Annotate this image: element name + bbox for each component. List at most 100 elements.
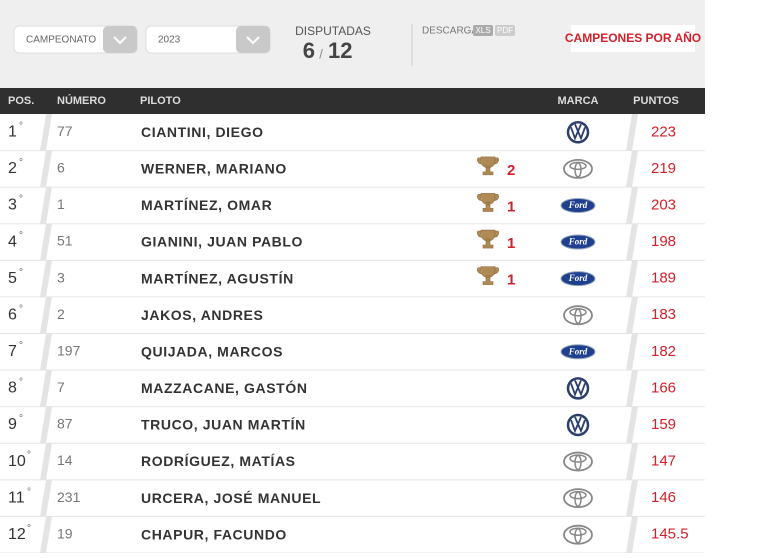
car-number: 87 — [57, 416, 73, 432]
championship-select[interactable]: CAMPEONATO — [13, 25, 138, 54]
points: 189 — [651, 270, 676, 287]
points: 166 — [651, 379, 676, 396]
ordinal-mark: ° — [19, 194, 23, 205]
points: 223 — [651, 123, 676, 140]
ordinal-mark: ° — [19, 304, 23, 315]
points: 219 — [651, 160, 676, 177]
table-row: 5 ° 3 MARTÍNEZ, AGUSTÍN 1 Ford 189 — [0, 260, 705, 298]
download-pdf[interactable]: PDF — [495, 25, 515, 36]
car-number: 51 — [57, 233, 73, 249]
row-divider — [40, 370, 52, 407]
toyota-logo — [563, 524, 593, 545]
row-divider — [40, 150, 52, 188]
row-divider — [626, 260, 638, 297]
car-number: 1 — [57, 196, 65, 212]
toyota-logo — [574, 162, 582, 178]
points: 146 — [651, 489, 676, 506]
vw-logo — [570, 416, 586, 434]
table-row: 6 ° 2 JAKOS, ANDRES 183 — [0, 296, 705, 334]
ordinal-mark: ° — [19, 267, 23, 278]
driver-name: MAZZACANE, GASTÓN — [141, 379, 308, 396]
toyota-logo — [574, 454, 582, 471]
position: 12 — [8, 526, 26, 543]
ford-logo-text: Ford — [568, 237, 588, 247]
format: XLS — [475, 26, 490, 35]
position: 7 — [8, 343, 17, 360]
car-number: 6 — [57, 160, 65, 176]
trophy-icon — [477, 266, 499, 285]
champions-button[interactable]: CAMPEONES POR AÑO — [565, 25, 701, 52]
trophy-icon — [477, 193, 499, 212]
toyota-logo — [563, 451, 593, 472]
column-header: POS. — [8, 95, 34, 107]
row-divider — [40, 223, 52, 261]
driver-name: GIANINI, JUAN PABLO — [141, 234, 303, 250]
ford-logo-text: Ford — [568, 346, 588, 356]
ford-logo-text: Ford — [568, 273, 588, 283]
win-count: 1 — [507, 235, 515, 252]
table-row: 8 ° 7 MAZZACANE, GASTÓN 166 — [0, 370, 705, 408]
column-header: NÚMERO — [57, 94, 106, 107]
ordinal-mark: ° — [27, 523, 31, 534]
position: 5 — [8, 270, 17, 287]
car-number: 3 — [57, 269, 65, 285]
download-xls[interactable]: XLS — [473, 25, 493, 36]
position: 3 — [8, 197, 17, 214]
toyota-logo — [563, 158, 593, 179]
position: 4 — [8, 233, 17, 250]
car-number: 2 — [57, 306, 65, 322]
driver-name: MARTÍNEZ, OMAR — [141, 197, 272, 213]
position: 10 — [8, 453, 26, 470]
driver-name: QUIJADA, MARCOS — [141, 343, 283, 359]
row-divider — [626, 187, 638, 224]
year-select[interactable]: 2023 — [145, 25, 271, 54]
ford-logo-text: Ford — [568, 200, 588, 210]
table-row: 4 ° 51 GIANINI, JUAN PABLO 1 Ford 198 — [0, 223, 705, 261]
table-row: 11 ° 231 URCERA, JOSÉ MANUEL 146 — [0, 479, 705, 517]
column-header: MARCA — [558, 95, 599, 107]
row-divider — [626, 443, 638, 480]
row-divider — [40, 406, 52, 444]
driver-name: TRUCO, JUAN MARTÍN — [141, 417, 306, 433]
row-divider — [626, 479, 638, 517]
table-row: 10 ° 14 RODRÍGUEZ, MATÍAS 147 — [0, 443, 705, 481]
ordinal-mark: ° — [19, 377, 23, 388]
table-row: 1 ° 77 CIANTINI, DIEGO 223 — [0, 114, 705, 152]
toyota-logo — [574, 308, 582, 324]
driver-name: CHAPUR, FACUNDO — [141, 526, 287, 542]
ordinal-mark: ° — [27, 487, 31, 498]
row-divider — [40, 114, 52, 151]
header-labels: POS. NÚMERO PILOTO MARCA PUNTOS — [8, 94, 679, 107]
races-total: 12 — [328, 38, 352, 63]
points: 147 — [651, 453, 676, 470]
toyota-logo — [574, 491, 582, 507]
row-divider — [40, 333, 52, 371]
table-header — [0, 88, 705, 114]
row-divider — [626, 223, 638, 261]
row-divider — [626, 406, 638, 444]
car-number: 19 — [57, 525, 73, 541]
points: 145.5 — [651, 526, 689, 543]
position: 8 — [8, 380, 17, 397]
ordinal-mark: ° — [19, 414, 23, 425]
races-played: 6 — [303, 38, 315, 63]
column-header: PILOTO — [140, 95, 181, 107]
trophy-icon — [477, 229, 499, 249]
toyota-logo — [563, 305, 593, 326]
row-divider — [626, 150, 638, 188]
row-divider — [40, 187, 52, 224]
points: 203 — [651, 196, 676, 213]
driver-name: URCERA, JOSÉ MANUEL — [141, 490, 321, 506]
position: 2 — [8, 160, 17, 177]
points: 159 — [651, 416, 676, 433]
toyota-logo — [563, 488, 593, 509]
points: 183 — [651, 306, 676, 323]
table-row: 12 ° 19 CHAPUR, FACUNDO 145.5 — [0, 516, 705, 554]
win-count: 1 — [507, 198, 515, 215]
points: 198 — [651, 233, 676, 250]
row-divider — [626, 370, 638, 407]
car-number: 231 — [57, 489, 81, 505]
car-number: 77 — [57, 123, 73, 139]
